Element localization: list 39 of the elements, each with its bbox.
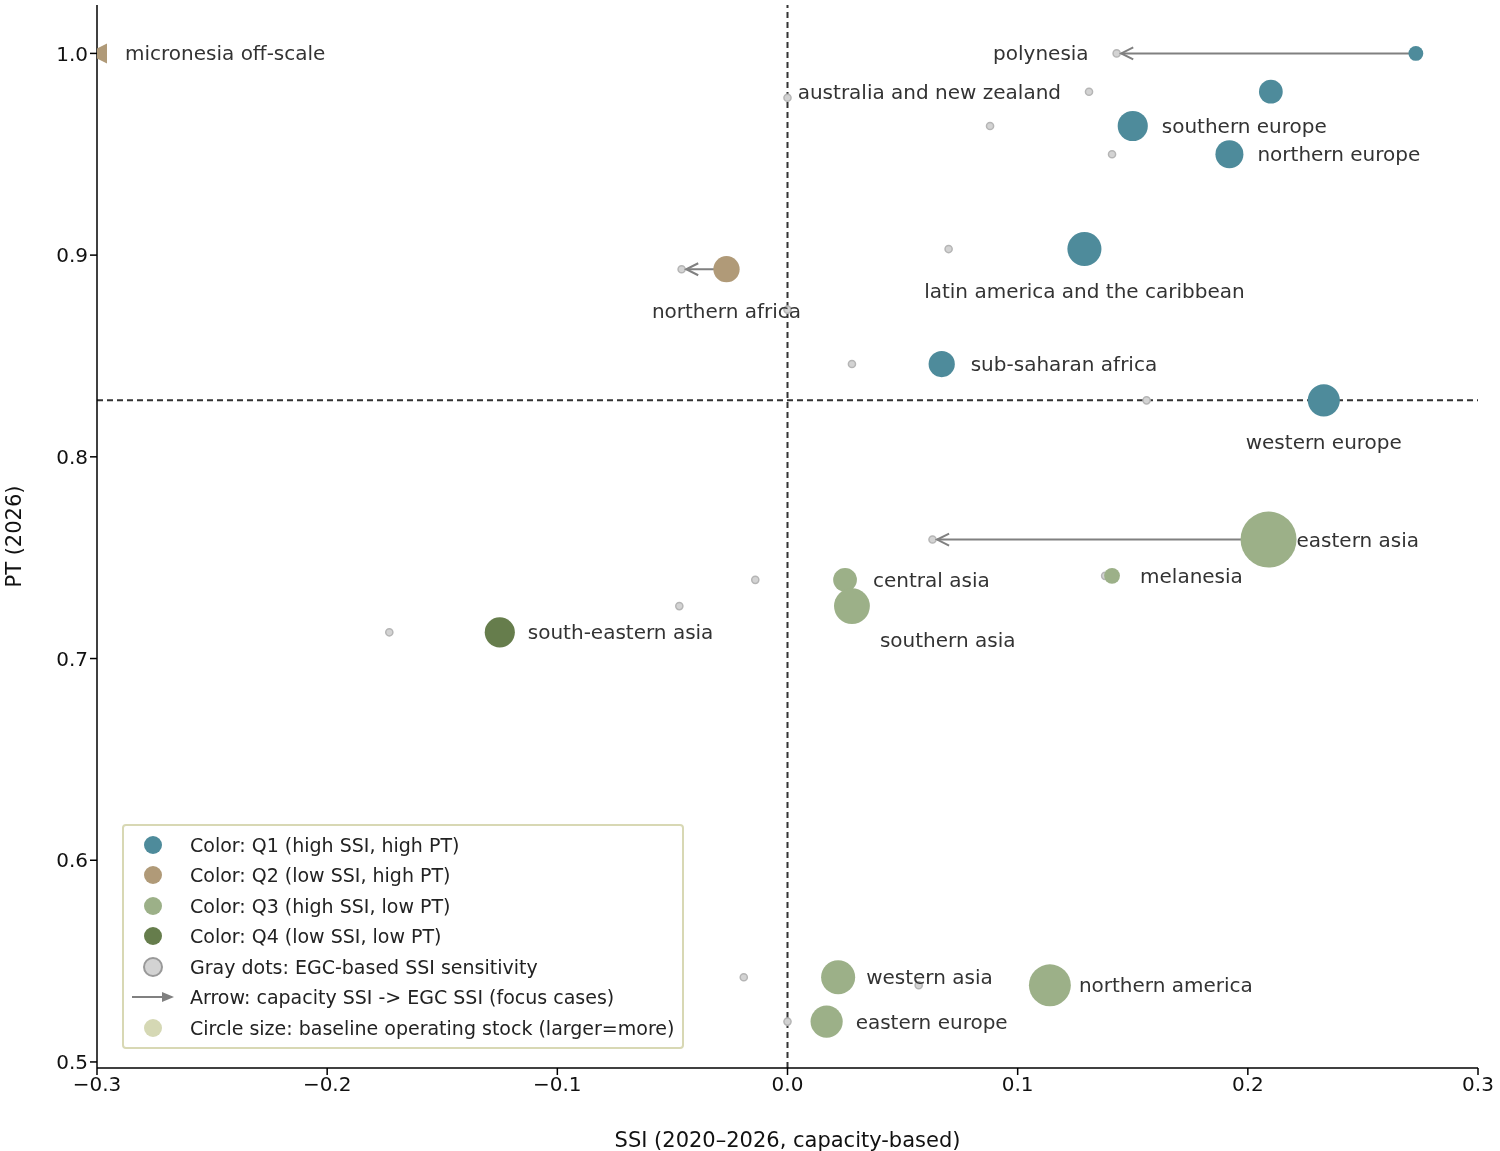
- x-tick-label: 0.2: [1231, 1072, 1264, 1097]
- x-tick-label: −0.1: [533, 1072, 582, 1097]
- annotation: eastern europe: [855, 1009, 1008, 1034]
- x-tick-label: 0.3: [1462, 1072, 1494, 1097]
- annotation: polynesia: [993, 41, 1089, 66]
- annotation: northern africa: [651, 299, 802, 324]
- legend-label: Arrow: capacity SSI -> EGC SSI (focus cases): [190, 986, 615, 1009]
- annotation: southern europe: [1161, 114, 1327, 139]
- y-tick-label: 0.9: [56, 243, 88, 268]
- annotation: western europe: [1245, 430, 1402, 455]
- y-axis-title: PT (2026): [2, 485, 27, 588]
- annotation: Circle size: baseline operating stock (larger=more): [190, 1016, 675, 1039]
- annotation: northern america: [1078, 973, 1253, 998]
- annotation: eastern asia: [1296, 527, 1420, 552]
- legend-label: Color: Q4 (low SSI, low PT): [190, 925, 442, 948]
- x-tick-label: −0.2: [302, 1072, 352, 1097]
- x-tick-label: −0.3: [72, 1072, 122, 1097]
- y-tick-label: 0.8: [56, 444, 88, 469]
- annotation: micronesia off-scale: [125, 41, 326, 66]
- annotation: australia and new zealand: [797, 79, 1062, 104]
- annotation: northern europe: [1257, 142, 1421, 167]
- legend-label: Color: Q2 (low SSI, high PT): [190, 864, 451, 887]
- annotation: sub-saharan africa: [970, 352, 1158, 377]
- annotation: south-eastern asia: [527, 620, 714, 645]
- y-tick-label: 1.0: [56, 41, 88, 66]
- annotation: central asia: [873, 567, 990, 592]
- x-axis-title: SSI (2020–2026, capacity-based): [614, 1128, 961, 1151]
- legend-label: Color: Q3 (high SSI, low PT): [190, 894, 451, 917]
- x-tick-label: 0.1: [1001, 1072, 1034, 1097]
- y-tick-label: 0.7: [56, 646, 88, 671]
- annotation: latin america and the caribbean: [924, 279, 1245, 304]
- y-tick-label: 0.6: [56, 848, 88, 873]
- legend-label: Color: Q1 (high SSI, high PT): [190, 833, 460, 856]
- y-tick-label: 0.5: [56, 1050, 88, 1075]
- legend-label: Gray dots: EGC-based SSI sensitivity: [190, 955, 538, 978]
- annotation: melanesia: [1140, 563, 1243, 588]
- x-tick-label: 0.0: [771, 1072, 804, 1097]
- annotation: western asia: [866, 965, 993, 990]
- annotation: southern asia: [879, 628, 1016, 653]
